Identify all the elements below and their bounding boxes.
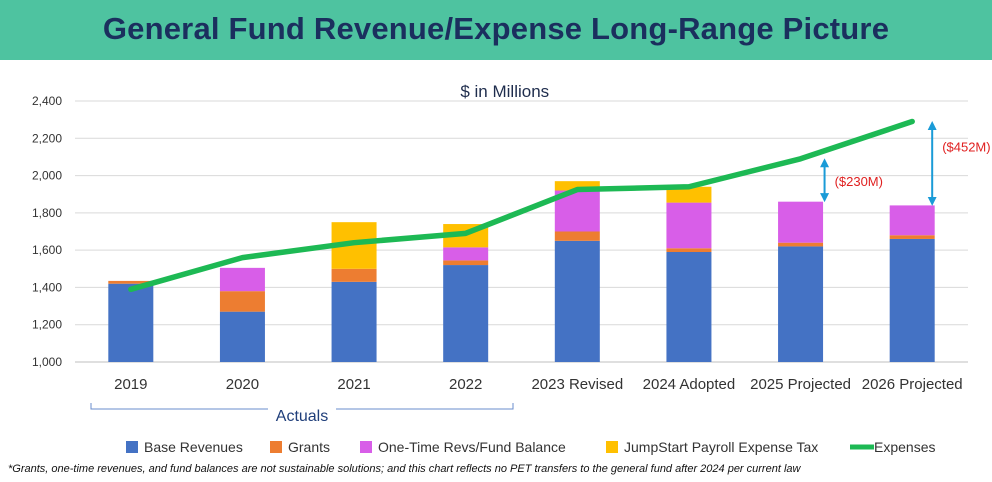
- actuals-label-backing: [268, 405, 336, 413]
- x-tick-2022: 2022: [449, 376, 482, 393]
- y-tick-1600: 1,600: [32, 243, 62, 257]
- revenue-expense-chart: $ in Millions 1,000 1,200 1,400 1,600 1,800 2,…: [32, 82, 991, 455]
- bar-base-revenues-2026-projected: [889, 238, 935, 362]
- bar-base-revenues-2021: [331, 281, 377, 362]
- legend-label-base-revenues: Base Revenues: [144, 439, 243, 455]
- x-tick-2025-projected: 2025 Projected: [750, 376, 851, 393]
- legend-swatch-base-revenues: [126, 441, 138, 453]
- actuals-label: Actuals: [276, 408, 328, 425]
- y-tick-1400: 1,400: [32, 280, 62, 294]
- x-tick-2024-adopted: 2024 Adopted: [643, 376, 736, 393]
- legend-label-grants: Grants: [288, 439, 330, 455]
- bar-jumpstart-payroll-expense-tax-2024-adopted: [666, 186, 712, 203]
- gap-label-2025-projected: ($230M): [835, 174, 883, 189]
- bar-base-revenues-2024-adopted: [666, 252, 712, 362]
- bar-jumpstart-payroll-expense-tax-2023-revised: [554, 181, 600, 191]
- bar-grants-2019: [108, 280, 154, 284]
- y-tick-2400: 2,400: [32, 94, 62, 108]
- title-banner: General Fund Revenue/Expense Long-Range …: [0, 0, 992, 60]
- bar-grants-2025-projected: [778, 242, 824, 247]
- bar-grants-2026-projected: [889, 235, 935, 239]
- legend-swatch-grants: [270, 441, 282, 453]
- bar-base-revenues-2023-revised: [554, 240, 600, 362]
- y-tick-1800: 1,800: [32, 206, 62, 220]
- bar-grants-2020: [219, 291, 265, 312]
- legend-label-expenses: Expenses: [874, 439, 935, 455]
- chart-subtitle: $ in Millions: [460, 82, 549, 101]
- x-tick-2019: 2019: [114, 376, 147, 393]
- footnote: *Grants, one-time revenues, and fund bal…: [8, 463, 801, 475]
- gap-label-2026-projected: ($452M): [942, 139, 990, 154]
- y-tick-1000: 1,000: [32, 355, 62, 369]
- page-title: General Fund Revenue/Expense Long-Range …: [102, 11, 890, 46]
- bar-one-time-revs-fund-balance-2026-projected: [889, 205, 935, 236]
- x-tick-2021: 2021: [337, 376, 370, 393]
- legend-label-jumpstart-payroll-expense-tax: JumpStart Payroll Expense Tax: [624, 439, 818, 455]
- bar-base-revenues-2019: [108, 283, 154, 362]
- expenses-line: [128, 118, 915, 293]
- legend-swatch-one-time-revs-fund-balance: [360, 441, 372, 453]
- bar-one-time-revs-fund-balance-2025-projected: [778, 201, 824, 243]
- x-tick-2023-revised: 2023 Revised: [531, 376, 623, 393]
- bar-one-time-revs-fund-balance-2022: [443, 247, 489, 261]
- bar-base-revenues-2020: [219, 311, 265, 362]
- bar-one-time-revs-fund-balance-2020: [219, 267, 265, 292]
- y-tick-2200: 2,200: [32, 131, 62, 145]
- x-tick-2020: 2020: [226, 376, 259, 393]
- y-tick-1200: 1,200: [32, 318, 62, 332]
- legend-label-one-time-revs-fund-balance: One-Time Revs/Fund Balance: [378, 439, 566, 455]
- bar-one-time-revs-fund-balance-2024-adopted: [666, 202, 712, 249]
- bar-base-revenues-2022: [443, 265, 489, 362]
- x-tick-2026-projected: 2026 Projected: [862, 376, 963, 393]
- bar-grants-2022: [443, 260, 489, 266]
- bar-grants-2024-adopted: [666, 248, 712, 253]
- bar-base-revenues-2025-projected: [778, 246, 824, 362]
- legend-swatch-jumpstart-payroll-expense-tax: [606, 441, 618, 453]
- y-tick-2000: 2,000: [32, 169, 62, 183]
- bar-grants-2023-revised: [554, 231, 600, 241]
- bar-grants-2021: [331, 268, 377, 282]
